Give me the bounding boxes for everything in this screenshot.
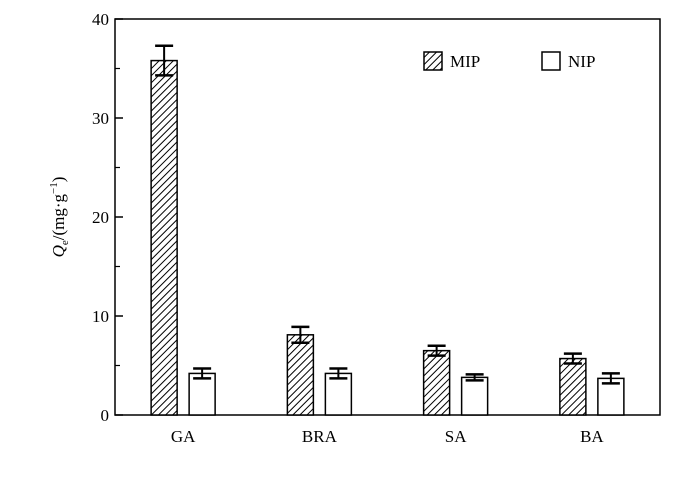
x-tick-label-ga: GA	[171, 427, 196, 446]
bar-mip-ba	[559, 357, 587, 416]
error-bar-mip-ba	[563, 352, 582, 365]
bar-nip-sa	[460, 376, 489, 416]
y-axis-title: Qe/(mg·g−1)	[48, 177, 71, 258]
y-tick-label-0: 0	[101, 406, 110, 425]
y-tick-label-10: 10	[92, 307, 109, 326]
error-bar-mip-sa	[427, 344, 446, 357]
bar-mip-sa	[422, 349, 451, 416]
x-tick-label-ba: BA	[580, 427, 604, 446]
legend-label-nip: NIP	[568, 52, 595, 71]
plot-frame	[114, 18, 661, 416]
y-axis-label: Qe/(mg·g−1)	[48, 177, 71, 258]
y-tick-label-20: 20	[92, 208, 109, 227]
legend-swatch-nip	[541, 51, 561, 71]
error-bar-nip-sa	[465, 373, 484, 382]
legend-label-mip: MIP	[450, 52, 480, 71]
bar-nip-ga	[188, 372, 216, 416]
bar-mip-ga	[150, 59, 178, 416]
legend: MIP NIP	[423, 51, 595, 71]
y-tick-label-40: 40	[92, 10, 109, 29]
x-tick-label-bra: BRA	[302, 427, 338, 446]
y-tick-label-30: 30	[92, 109, 109, 128]
error-bar-mip-bra	[291, 325, 310, 344]
x-axis: GA BRA SA BA	[171, 427, 605, 446]
bar-mip-bra	[286, 334, 315, 416]
legend-swatch-mip	[423, 51, 443, 71]
error-bar-nip-bra	[329, 367, 348, 380]
y-axis: 0 10 20 30 40	[92, 10, 123, 425]
error-bar-nip-ga	[193, 367, 212, 380]
axes	[114, 18, 661, 416]
x-tick-label-sa: SA	[445, 427, 467, 446]
bar-nip-bra	[324, 372, 353, 416]
error-bar-mip-ga	[155, 44, 174, 77]
error-bar-nip-ba	[601, 372, 620, 385]
bars	[150, 44, 625, 416]
